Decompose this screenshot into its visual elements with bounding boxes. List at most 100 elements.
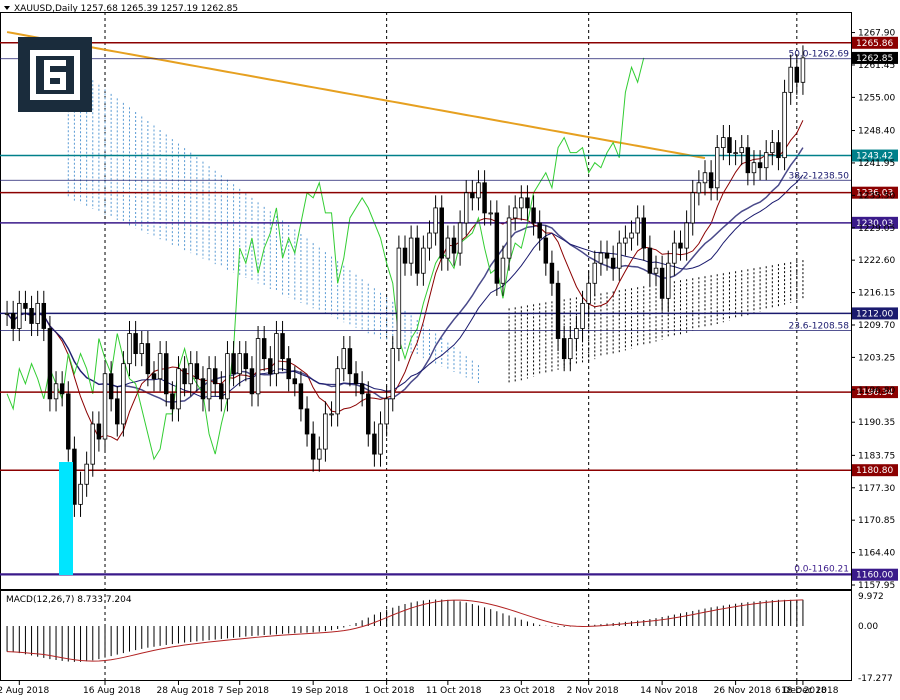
candle-body [568,338,573,360]
price-axis[interactable]: 1267.90 1261.45 1255.00 1248.40 1241.95 1235.… [851,29,895,591]
x-tick-label: 14 Nov 2018 [640,686,698,696]
candle-body [623,237,628,244]
candle-body [445,237,451,259]
candle-body [390,348,395,400]
dropdown-arrow-icon[interactable] [4,6,10,10]
x-tick-label: 19 Sep 2018 [291,686,348,696]
candle-body [151,373,157,380]
candle-body [96,423,102,440]
candle-body [439,207,444,259]
y-tick-label: 1241.95 [858,159,895,169]
x-tick-label: 6 Dec 2018 [775,686,827,696]
candle-body [433,207,438,234]
date-axis[interactable]: 2 Aug 2018 16 Aug 2018 28 Aug 2018 7 Sep 20… [0,681,839,696]
candle-body [598,252,604,264]
candle-body [653,267,659,274]
y-tick-label: 1177.30 [858,484,895,494]
candle-body [592,262,598,284]
x-tick-label: 18 Dec 2018 [781,686,839,696]
candle-body [702,172,708,184]
candle-body [115,398,120,425]
candle-body [770,142,775,154]
candle-body [531,207,536,224]
current-price-tag [852,51,898,64]
kijun-line [6,120,804,441]
candle-body [604,252,610,259]
candle-body [543,237,549,264]
candle-body [274,333,279,375]
candle-body [666,262,671,299]
y-tick-label: 1164.40 [858,549,895,559]
candle-body [310,433,316,460]
candle-body [396,247,402,349]
candle-body [47,328,53,400]
candle-body [237,353,242,375]
level-tag-label: 1236.03 [856,189,893,199]
macd-axis-label: -17.277 [858,674,893,684]
candle-body [359,383,365,395]
candle-body [378,423,383,455]
candle-body [402,247,408,264]
candle-body [84,463,89,485]
candle-body [457,222,463,254]
x-tick-label: 1 Oct 2018 [365,686,415,696]
candle-body [384,398,389,425]
candle-body [488,212,493,215]
level-tag [852,568,898,581]
fib-level-label: 23.6-1208.58 [788,322,849,332]
candle-body [421,247,426,274]
level-tag [852,36,898,49]
candle-body [555,282,561,339]
macd-axis-label: 0.00 [858,622,878,632]
y-tick-label: 1229.05 [858,224,895,234]
y-tick-label: 1255.00 [858,93,895,103]
candle-body [188,363,193,385]
low-highlight [59,462,73,575]
candle-body [102,373,108,440]
level-tag [852,216,898,229]
candle-body [335,368,340,415]
level-tag-label: 1180.80 [856,466,893,476]
main-pane[interactable] [0,12,852,590]
candle-body [133,333,138,355]
candle-body [537,222,542,239]
candle-body [66,393,71,450]
candle-body [482,182,487,214]
candle-body [108,373,114,400]
candle-body [561,338,567,360]
candle-body [292,378,298,385]
level-tag [852,386,898,399]
fib-level-label: 50.0-1262.69 [788,50,849,60]
candle-body [708,172,714,189]
level-tag-label: 1196.34 [856,388,893,398]
candle-body [286,358,291,380]
candle-body [696,182,702,194]
candle-body [206,368,212,400]
x-tick-label: 2 Nov 2018 [567,686,619,696]
candle-body [788,66,793,93]
candles [4,45,806,517]
candle-body [243,353,249,370]
candle-body [776,142,781,159]
level-tag [852,186,898,199]
candle-body [463,192,469,224]
candle-body [408,237,414,264]
candle-body [610,257,616,269]
candle-body [219,383,224,400]
y-tick-label: 1209.70 [858,321,895,331]
candle-body [763,152,769,169]
chikou-line [6,57,645,461]
candle-body [145,343,151,375]
macd-signal-line [7,599,803,662]
symbol-info: XAUUSD,Daily 1257.68 1265.39 1257.19 126… [14,4,238,14]
macd-pane[interactable] [0,590,852,681]
candle-body [714,147,720,189]
candle-body [635,217,640,234]
candle-body [586,282,591,304]
candle-body [506,217,512,259]
candle-body [23,302,28,309]
level-tag [852,307,898,320]
candle-body [690,192,695,224]
y-tick-label: 1196.80 [858,386,895,396]
